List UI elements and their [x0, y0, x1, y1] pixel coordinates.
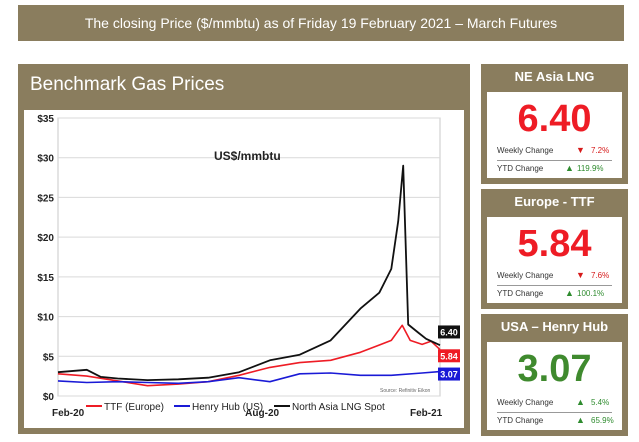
end-label-box — [438, 367, 460, 381]
card-divider — [497, 412, 612, 413]
weekly-change-row: Weekly Change ▲ 5.4% — [497, 397, 616, 410]
unit-label: US$/mmbtu — [214, 149, 281, 163]
card-europe-ttf: Europe - TTF 5.84 Weekly Change ▼ 7.6% Y… — [481, 189, 628, 309]
card-ne-asia-lng: NE Asia LNG 6.40 Weekly Change ▼ 7.2% YT… — [481, 64, 628, 184]
end-label: 3.07 — [440, 370, 458, 380]
series-line — [57, 164, 441, 382]
header-banner: The closing Price ($/mmbtu) as of Friday… — [18, 5, 624, 41]
x-tick-label: Feb-20 — [52, 408, 85, 419]
card-price: 3.07 — [517, 348, 592, 390]
header-banner-text: The closing Price ($/mmbtu) as of Friday… — [84, 15, 558, 31]
card-body: 6.40 Weekly Change ▼ 7.2% YTD Change ▲ 1… — [487, 92, 622, 178]
card-title: USA – Henry Hub — [500, 319, 609, 334]
card-price: 5.84 — [517, 223, 592, 265]
end-label: 5.84 — [440, 351, 458, 361]
card-title: NE Asia LNG — [514, 69, 595, 84]
ytd-change-row: YTD Change ▲ 119.9% — [497, 163, 616, 176]
ytd-change-label: YTD Change — [497, 164, 544, 173]
end-label: 6.40 — [440, 327, 458, 337]
weekly-change-label: Weekly Change — [497, 271, 554, 280]
y-tick-label: $35 — [37, 114, 54, 125]
ytd-change-row: YTD Change ▲ 65.9% — [497, 415, 616, 428]
chart-panel-title: Benchmark Gas Prices — [30, 74, 225, 95]
weekly-change-row: Weekly Change ▼ 7.6% — [497, 270, 616, 283]
legend-entry: North Asia LNG Spot — [292, 402, 385, 413]
weekly-change-label: Weekly Change — [497, 146, 554, 155]
x-tick-label: Feb-21 — [410, 408, 443, 419]
y-tick-label: $15 — [37, 273, 54, 284]
weekly-change-value: 7.2% — [591, 146, 610, 155]
y-tick-label: $20 — [37, 233, 54, 244]
ytd-change-row: YTD Change ▲ 100.1% — [497, 288, 616, 301]
up-arrow-icon: ▲ — [576, 397, 585, 407]
ytd-change-label: YTD Change — [497, 289, 544, 298]
card-title: Europe - TTF — [514, 194, 595, 209]
y-tick-label: $10 — [37, 313, 54, 324]
weekly-change-label: Weekly Change — [497, 398, 554, 407]
source-note: Source: Refinitiv Eikon — [380, 388, 431, 394]
down-arrow-icon: ▼ — [576, 270, 585, 280]
y-tick-label: $5 — [43, 352, 55, 363]
series-line — [57, 324, 441, 387]
card-body: 5.84 Weekly Change ▼ 7.6% YTD Change ▲ 1… — [487, 217, 622, 303]
chart-plot-area: $0 $5 $10 $15 $20 $25 $30 $35 Feb-20 Aug-20 Feb-21… — [24, 110, 464, 428]
y-tick-label: $25 — [37, 193, 54, 204]
y-tick-label: $30 — [37, 154, 54, 165]
legend-entry: TTF (Europe) — [104, 402, 164, 413]
series-line — [57, 370, 441, 385]
card-body: 3.07 Weekly Change ▲ 5.4% YTD Change ▲ 6… — [487, 342, 622, 430]
ytd-change-value: 65.9% — [591, 416, 614, 425]
ytd-change-value: 119.9% — [577, 164, 604, 173]
card-price: 6.40 — [517, 98, 592, 140]
end-label-box — [438, 325, 460, 339]
x-tick-label: Aug-20 — [245, 408, 279, 419]
down-arrow-icon: ▼ — [576, 145, 585, 155]
end-label-box — [438, 349, 460, 363]
card-usa-henry-hub: USA – Henry Hub 3.07 Weekly Change ▲ 5.4… — [481, 314, 628, 436]
ytd-change-label: YTD Change — [497, 416, 544, 425]
card-divider — [497, 285, 612, 286]
up-arrow-icon: ▲ — [565, 163, 574, 173]
y-tick-label: $0 — [43, 392, 55, 403]
up-arrow-icon: ▲ — [565, 288, 574, 298]
weekly-change-row: Weekly Change ▼ 7.2% — [497, 145, 616, 158]
legend-entry: Henry Hub (US) — [192, 402, 263, 413]
plot-border — [57, 117, 441, 397]
price-line-chart: $0 $5 $10 $15 $20 $25 $30 $35 Feb-20 Aug-20 Feb-21… — [37, 114, 460, 419]
ytd-change-value: 100.1% — [577, 289, 605, 298]
up-arrow-icon: ▲ — [576, 415, 585, 425]
card-divider — [497, 160, 612, 161]
weekly-change-value: 5.4% — [591, 398, 610, 407]
chart-panel: Benchmark Gas Prices $0 $5 $10 $15 $20 $25 $30… — [18, 64, 470, 434]
weekly-change-value: 7.6% — [591, 271, 610, 280]
